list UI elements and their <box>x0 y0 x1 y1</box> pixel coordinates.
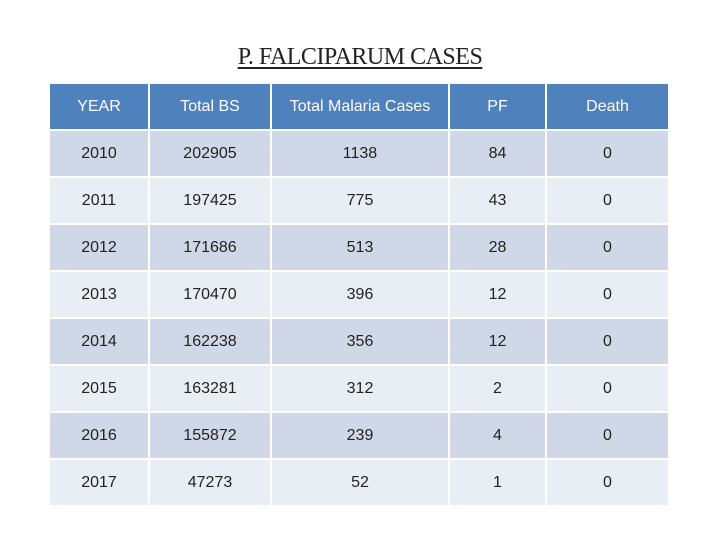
table-cell: 2016 <box>50 413 148 458</box>
table-cell: 47273 <box>150 460 270 505</box>
table-cell: 2010 <box>50 131 148 176</box>
table-cell: 2017 <box>50 460 148 505</box>
table-cell: 239 <box>272 413 448 458</box>
table-cell: 0 <box>547 460 668 505</box>
table-row: 2014 162238 356 12 0 <box>50 319 668 364</box>
column-header: YEAR <box>50 84 148 129</box>
table-cell: 312 <box>272 366 448 411</box>
table-cell: 28 <box>450 225 545 270</box>
table-cell: 12 <box>450 319 545 364</box>
table-row: 2015 163281 312 2 0 <box>50 366 668 411</box>
table-cell: 171686 <box>150 225 270 270</box>
title: P. FALCIPARUM CASES <box>237 44 483 70</box>
table-cell: 0 <box>547 272 668 317</box>
table-cell: 513 <box>272 225 448 270</box>
column-header: PF <box>450 84 545 129</box>
table-cell: 163281 <box>150 366 270 411</box>
table-cell: 2012 <box>50 225 148 270</box>
column-header: Total Malaria Cases <box>272 84 448 129</box>
table-cell: 0 <box>547 319 668 364</box>
column-header: Death <box>547 84 668 129</box>
table-cell: 775 <box>272 178 448 223</box>
table-row: 2010 202905 1138 84 0 <box>50 131 668 176</box>
table-cell: 1138 <box>272 131 448 176</box>
table-row: 2017 47273 52 1 0 <box>50 460 668 505</box>
table-cell: 356 <box>272 319 448 364</box>
cases-table: YEAR Total BS Total Malaria Cases PF Death 2… <box>48 82 670 507</box>
table-row: 2011 197425 775 43 0 <box>50 178 668 223</box>
table-cell: 1 <box>450 460 545 505</box>
table-cell: 0 <box>547 225 668 270</box>
table-cell: 2011 <box>50 178 148 223</box>
table-cell: 0 <box>547 131 668 176</box>
table-cell: 0 <box>547 178 668 223</box>
table-header: YEAR Total BS Total Malaria Cases PF Death <box>50 84 668 129</box>
table-row: 2016 155872 239 4 0 <box>50 413 668 458</box>
table-cell: 0 <box>547 366 668 411</box>
table-cell: 2013 <box>50 272 148 317</box>
header-row: YEAR Total BS Total Malaria Cases PF Death <box>50 84 668 129</box>
table-cell: 155872 <box>150 413 270 458</box>
table-cell: 2014 <box>50 319 148 364</box>
table-cell: 170470 <box>150 272 270 317</box>
table-cell: 43 <box>450 178 545 223</box>
table-cell: 162238 <box>150 319 270 364</box>
table-row: 2013 170470 396 12 0 <box>50 272 668 317</box>
table-cell: 52 <box>272 460 448 505</box>
table-row: 2012 171686 513 28 0 <box>50 225 668 270</box>
table-cell: 2 <box>450 366 545 411</box>
column-header: Total BS <box>150 84 270 129</box>
table-body: 2010 202905 1138 84 0 2011 197425 775 43 0 2012 171… <box>50 131 668 505</box>
table-cell: 12 <box>450 272 545 317</box>
table-cell: 202905 <box>150 131 270 176</box>
table-cell: 197425 <box>150 178 270 223</box>
table-cell: 2015 <box>50 366 148 411</box>
table-cell: 4 <box>450 413 545 458</box>
table-cell: 84 <box>450 131 545 176</box>
table-cell: 396 <box>272 272 448 317</box>
table-cell: 0 <box>547 413 668 458</box>
